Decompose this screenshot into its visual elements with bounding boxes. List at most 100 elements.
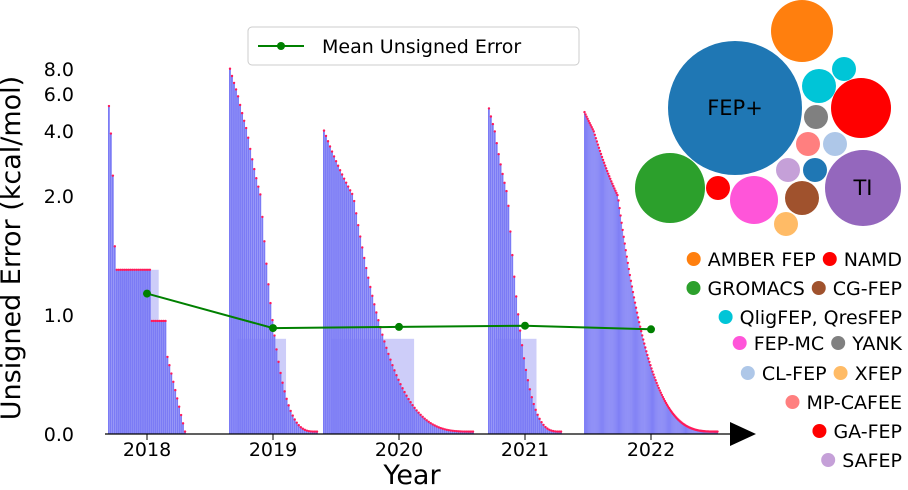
bar-tip-2018-23: [152, 319, 156, 323]
bar-2018-27: [160, 320, 163, 434]
bar-tip-2022-30: [614, 189, 617, 192]
bar-tip-2020-33: [389, 358, 392, 361]
bar-2022-107: [694, 429, 696, 434]
bar-tip-2019-11: [251, 158, 254, 161]
bar-tip-2018-7: [121, 268, 124, 271]
bar-2022-24: [608, 176, 610, 434]
bar-2018-10: [127, 269, 130, 434]
bar-2019-3: [235, 89, 237, 434]
bar-2018-38: [182, 423, 184, 434]
bar-tip-2022-15: [598, 149, 602, 153]
bar-2022-99: [686, 426, 687, 434]
bar-tip-2020-61: [445, 428, 449, 431]
bar-2021-7: [501, 173, 504, 434]
bar-tip-2021-12: [511, 253, 514, 257]
bar-tip-2019-16: [261, 215, 264, 219]
method-legend-dot: [686, 281, 701, 295]
bar-2022-50: [635, 307, 637, 434]
bar-2020-6: [335, 161, 337, 435]
bar-2018-25: [156, 320, 159, 434]
bar-tip-2021-7: [501, 172, 504, 176]
bar-tip-2022-12: [595, 140, 599, 143]
bar-2022-46: [631, 286, 633, 434]
bar-2019-6: [241, 113, 243, 434]
bubble-ti: [825, 150, 901, 226]
bar-tip-2020-2: [326, 140, 330, 143]
bar-2022-122: [709, 431, 711, 434]
bar-tip-2018-19: [144, 268, 148, 271]
bar-2019-21: [271, 320, 274, 434]
bar-tip-2020-26: [375, 311, 378, 314]
bar-2020-55: [433, 425, 436, 434]
bar-tip-2020-72: [467, 430, 471, 433]
bar-tip-2018-35: [176, 397, 179, 400]
bar-2022-121: [708, 431, 710, 434]
bar-tip-2020-16: [355, 212, 358, 215]
bar-tip-2022-14: [597, 146, 601, 150]
bar-tip-2020-29: [381, 333, 384, 336]
bar-tip-2020-47: [417, 411, 420, 414]
bar-tip-2018-21: [148, 268, 152, 271]
bubble-13: [803, 158, 827, 182]
bar-tip-2019-2: [232, 81, 236, 85]
bar-2022-33: [618, 200, 619, 434]
bar-2022-111: [698, 430, 700, 434]
bar-2020-42: [407, 399, 410, 434]
bar-2020-54: [431, 424, 434, 434]
bar-tip-2018-14: [135, 268, 138, 271]
bar-2018-30: [166, 356, 169, 434]
bar-2022-75: [661, 394, 663, 434]
bar-tip-2019-14: [257, 185, 260, 188]
bar-tip-2022-50: [634, 306, 638, 309]
bar-2022-81: [667, 406, 669, 434]
bar-2021-35: [556, 431, 558, 434]
bar-tip-2022-39: [623, 242, 626, 245]
bar-tip-2020-19: [361, 246, 364, 249]
bar-2022-117: [704, 431, 706, 434]
bar-2022-66: [652, 371, 653, 434]
bar-tip-2020-4: [330, 150, 334, 153]
bar-2022-57: [642, 339, 644, 434]
bar-2019-15: [259, 194, 262, 434]
bar-2019-0: [229, 68, 231, 434]
bubble-15: [774, 212, 798, 236]
bar-tip-2019-7: [242, 119, 246, 123]
x-tick-label: 2018: [123, 439, 171, 461]
bar-2022-110: [697, 430, 699, 434]
bar-tip-2020-10: [342, 177, 346, 180]
bar-2022-91: [677, 419, 679, 434]
bar-tip-2021-21: [528, 388, 532, 391]
bar-2019-32: [293, 419, 296, 434]
bar-2021-31: [548, 429, 551, 434]
bar-2020-1: [325, 135, 327, 434]
bar-2022-74: [660, 392, 662, 434]
method-legend-label: GROMACS: [707, 278, 804, 300]
bar-2019-9: [247, 137, 250, 434]
bar-2021-12: [511, 255, 514, 434]
bar-tip-2019-5: [238, 103, 242, 107]
bubble-fepplus: [668, 41, 802, 175]
bar-2020-3: [329, 146, 331, 434]
bar-tip-2020-44: [411, 403, 414, 407]
bar-2021-30: [546, 428, 549, 434]
bar-tip-2020-12: [346, 185, 350, 188]
bar-tip-2019-8: [244, 126, 248, 130]
bar-2018-19: [145, 269, 147, 434]
bar-tip-2020-30: [383, 340, 386, 343]
bar-2020-41: [405, 395, 408, 434]
bar-2018-36: [178, 406, 180, 434]
bar-2020-48: [419, 414, 422, 434]
bar-2019-31: [291, 415, 294, 434]
bar-2019-1: [231, 76, 233, 434]
mean-error-point-2019: [269, 324, 277, 333]
bar-2018-26: [158, 320, 161, 434]
bar-2021-6: [499, 164, 502, 434]
bar-tip-2018-10: [127, 268, 130, 271]
bar-tip-2022-76: [661, 395, 665, 399]
bar-2020-35: [393, 370, 396, 434]
bar-2020-56: [435, 426, 438, 434]
bar-tip-2022-78: [663, 399, 667, 403]
bar-2022-44: [629, 275, 631, 434]
bar-2018-8: [123, 269, 126, 434]
bar-tip-2018-28: [162, 319, 165, 323]
